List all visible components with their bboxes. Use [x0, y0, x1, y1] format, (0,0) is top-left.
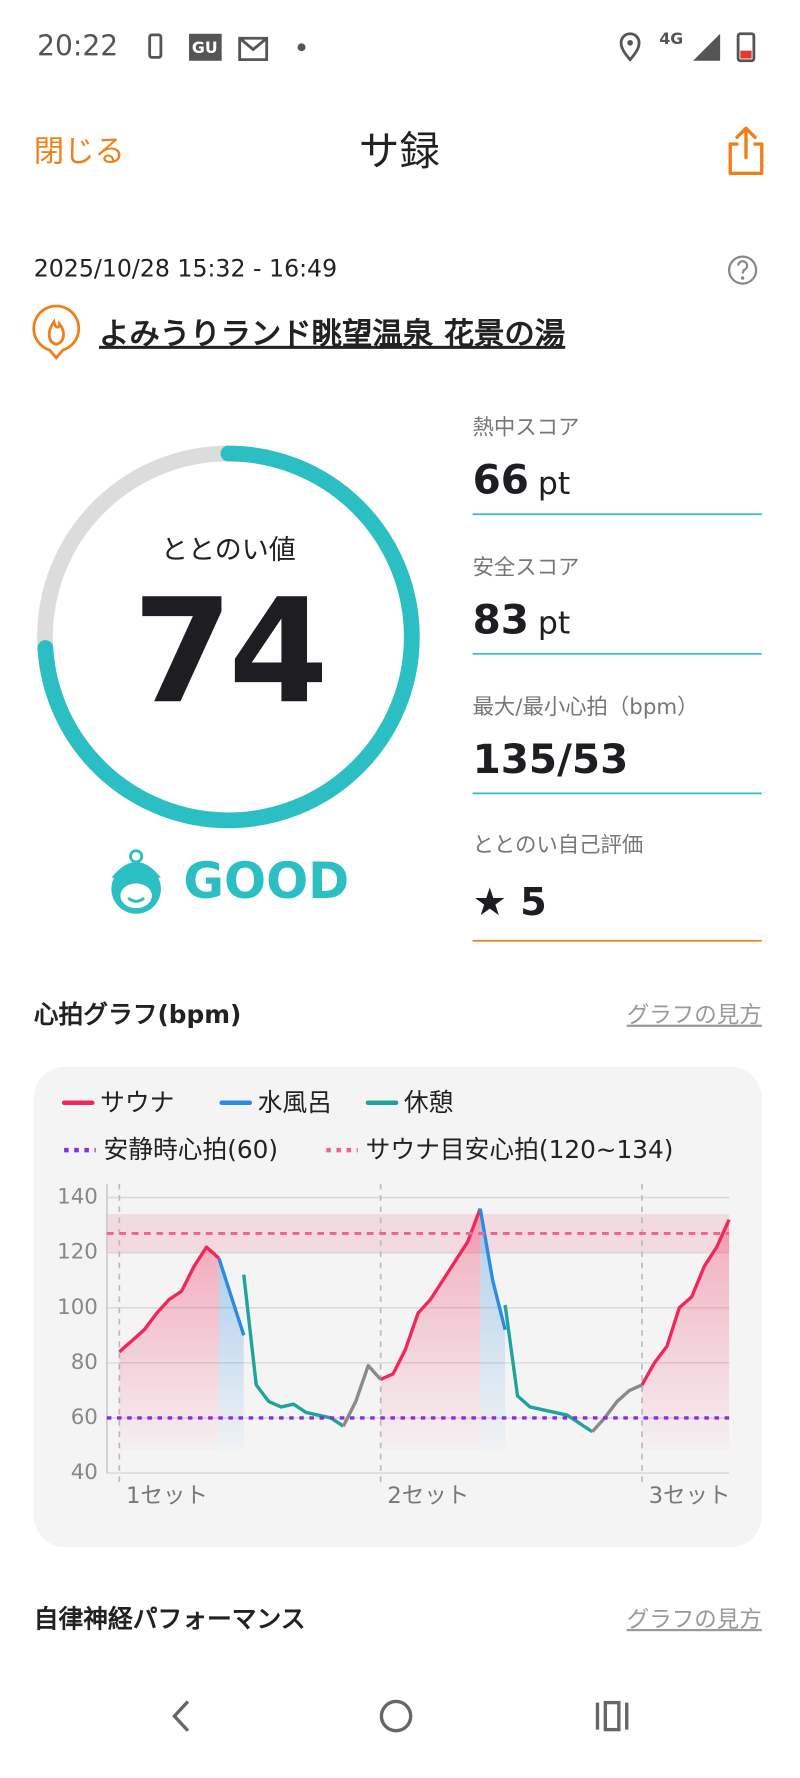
line — [118, 1208, 731, 1386]
y-tick-label: 120 — [57, 1240, 98, 1265]
area — [480, 1208, 506, 1451]
score-value: 83 — [473, 595, 529, 643]
score-value: 135/53 — [473, 735, 629, 783]
gauge-value: 74 — [133, 567, 324, 735]
help-link[interactable]: グラフの見方 — [627, 1003, 762, 1029]
gauge-label: ととのい値 — [161, 535, 296, 566]
score-label: ととのい自己評価 — [473, 833, 644, 858]
battery-icon — [736, 32, 756, 63]
nav-back[interactable] — [172, 1700, 190, 1732]
area — [119, 1247, 219, 1451]
score-label: 最大/最小心拍（bpm） — [473, 695, 699, 720]
status-badge-bg — [189, 33, 222, 61]
area — [642, 1219, 730, 1451]
status-icon — [148, 33, 163, 59]
battery-level — [740, 50, 752, 59]
facility-icon — [32, 304, 81, 361]
y-tick-label: 40 — [71, 1460, 98, 1485]
share-button[interactable] — [728, 126, 764, 175]
nav-home[interactable] — [379, 1699, 413, 1733]
status-badge: GU — [192, 38, 218, 57]
line — [242, 1274, 594, 1434]
facility-name[interactable]: よみうりランド眺望温泉 花景の湯 — [99, 317, 565, 352]
score-label: 熱中スコア — [473, 416, 580, 441]
x-tick-label: 2セット — [387, 1483, 469, 1509]
page-title: サ録 — [359, 127, 440, 175]
good-icon — [111, 849, 161, 914]
nav-recents[interactable] — [595, 1700, 629, 1732]
legend-label: サウナ目安心拍(120~134) — [366, 1135, 674, 1164]
status-time: 20:22 — [37, 29, 118, 62]
area — [380, 1208, 481, 1451]
session-datetime: 2025/10/28 15:32 - 16:49 — [34, 255, 337, 283]
legend-label: 休憩 — [404, 1088, 453, 1117]
area — [218, 1258, 244, 1451]
help-button[interactable] — [727, 255, 758, 285]
score-value: ★ 5 — [473, 880, 547, 925]
status-dot — [297, 43, 306, 52]
y-tick-label: 80 — [71, 1350, 98, 1375]
score-value: 66 — [473, 456, 529, 504]
score-label: 安全スコア — [473, 555, 580, 580]
help-link[interactable]: グラフの見方 — [627, 1607, 762, 1633]
legend-label: サウナ — [100, 1088, 174, 1117]
heart-rate-chart: 40 60 80 100 120 140 1セット 2セット 3セット サウナ 水風呂 休憩安静時心拍… — [57, 1088, 731, 1509]
status-network: 4G — [659, 29, 683, 48]
close-button[interactable]: 閉じる — [34, 135, 125, 170]
signal-icon — [693, 33, 721, 61]
line — [341, 1363, 643, 1433]
gauge-rating: GOOD — [183, 852, 349, 910]
y-tick-label: 60 — [71, 1405, 98, 1430]
y-tick-label: 140 — [57, 1185, 98, 1210]
status-icon — [238, 36, 269, 62]
section-title: 心拍グラフ(bpm) — [34, 1000, 242, 1029]
section-title: 自律神経パフォーマンス — [34, 1604, 306, 1633]
location-icon — [619, 32, 641, 62]
gauge-arc — [37, 445, 420, 829]
legend-label: 安静時心拍(60) — [104, 1135, 279, 1164]
x-tick-label: 3セット — [649, 1483, 731, 1509]
score-unit: pt — [538, 466, 570, 502]
location-icon — [627, 39, 633, 46]
score-unit: pt — [538, 606, 570, 642]
x-tick-label: 1セット — [126, 1483, 208, 1509]
legend-label: 水風呂 — [258, 1088, 332, 1117]
y-tick-label: 100 — [57, 1295, 98, 1320]
